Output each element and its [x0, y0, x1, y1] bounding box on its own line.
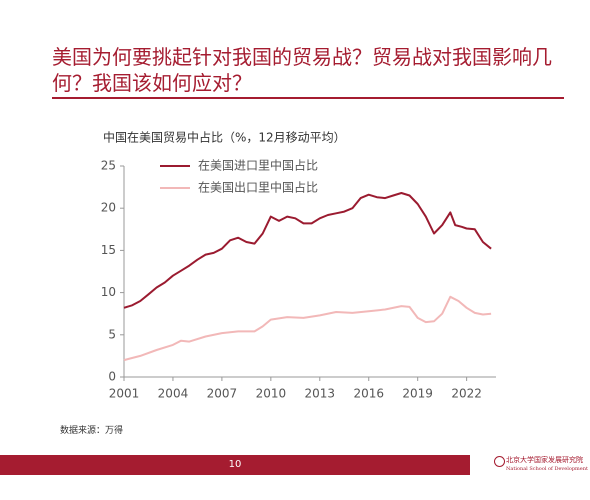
logo: 北京大学国家发展研究院 National School of Developme…	[494, 455, 590, 473]
title-rule	[52, 97, 564, 99]
legend-label: 在美国进口里中国占比	[198, 158, 318, 173]
logo-en: National School of Development	[506, 466, 588, 472]
series-line	[123, 192, 492, 309]
x-tick-label: 2001	[109, 387, 140, 401]
logo-cn: 北京大学国家发展研究院	[506, 456, 583, 464]
y-tick-label: 15	[101, 243, 116, 257]
x-tick-label: 2010	[256, 387, 287, 401]
x-tick-label: 2016	[353, 387, 384, 401]
y-tick-label: 25	[101, 159, 116, 173]
x-tick-label: 2007	[207, 387, 238, 401]
x-tick-label: 2019	[402, 387, 433, 401]
x-tick-label: 2013	[305, 387, 336, 401]
page-number: 10	[228, 459, 242, 470]
y-axis-label: 中国在美国贸易中占比（%，12月移动平均）	[103, 130, 346, 145]
slide-title: 美国为何要挑起针对我国的贸易战？贸易战对我国影响几何？我国该如何应对？	[52, 45, 552, 95]
footer-bar	[0, 455, 470, 475]
logo-seal	[494, 456, 505, 467]
x-tick-label: 2022	[451, 387, 482, 401]
y-tick-label: 20	[101, 201, 116, 215]
series-line	[123, 295, 492, 362]
source-note: 数据来源：万得	[60, 426, 124, 436]
y-tick-label: 10	[101, 285, 116, 299]
x-tick-label: 2004	[158, 387, 189, 401]
y-tick-label: 0	[108, 370, 116, 384]
legend-label: 在美国出口里中国占比	[198, 180, 318, 195]
y-tick-label: 5	[108, 327, 116, 341]
